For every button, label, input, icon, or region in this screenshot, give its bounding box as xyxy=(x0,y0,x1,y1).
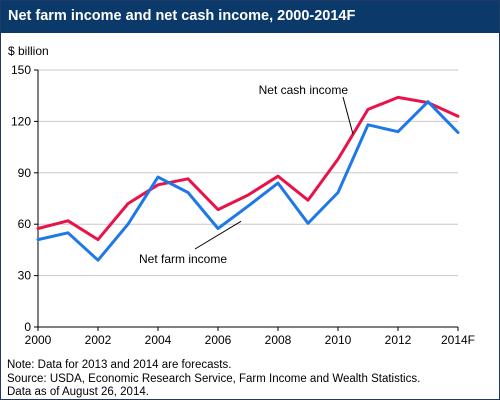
series-line-net-farm-income xyxy=(36,100,460,262)
x-tick-label: 2012 xyxy=(385,333,412,347)
y-axis-unit-label: $ billion xyxy=(8,44,49,58)
x-tick-label: 2000 xyxy=(25,333,52,347)
title-bar: Net farm income and net cash income, 200… xyxy=(1,1,499,33)
notes: Note: Data for 2013 and 2014 are forecas… xyxy=(7,359,420,400)
x-tick-label: 2008 xyxy=(265,333,292,347)
series-line-net-cash-income xyxy=(36,95,460,242)
label-net-cash-income: Net cash income xyxy=(259,83,349,97)
y-tick-label: 0 xyxy=(24,320,31,334)
x-tick-label: 2004 xyxy=(145,333,172,347)
x-tick-label: 2002 xyxy=(85,333,112,347)
x-tick-label: 2010 xyxy=(325,333,352,347)
note-date: Data as of August 26, 2014. xyxy=(7,386,149,398)
y-tick-label: 30 xyxy=(18,269,32,283)
plot-area xyxy=(38,70,458,327)
y-tick-label: 60 xyxy=(18,217,32,231)
note-source: Source: USDA, Economic Research Service,… xyxy=(7,372,421,385)
x-tick-label: 2006 xyxy=(205,333,232,347)
note-forecast: Note: Data for 2013 and 2014 are forecas… xyxy=(7,359,232,371)
y-tick-label: 150 xyxy=(11,63,31,77)
chart-title: Net farm income and net cash income, 200… xyxy=(8,8,356,24)
leader-line-net-farm-income xyxy=(194,220,242,250)
leader-line-net-cash-income xyxy=(342,96,354,135)
x-tick-label: 2014F xyxy=(441,333,475,347)
label-net-farm-income: Net farm income xyxy=(139,252,227,266)
y-tick-label: 120 xyxy=(11,114,31,128)
y-tick-label: 90 xyxy=(18,166,32,180)
